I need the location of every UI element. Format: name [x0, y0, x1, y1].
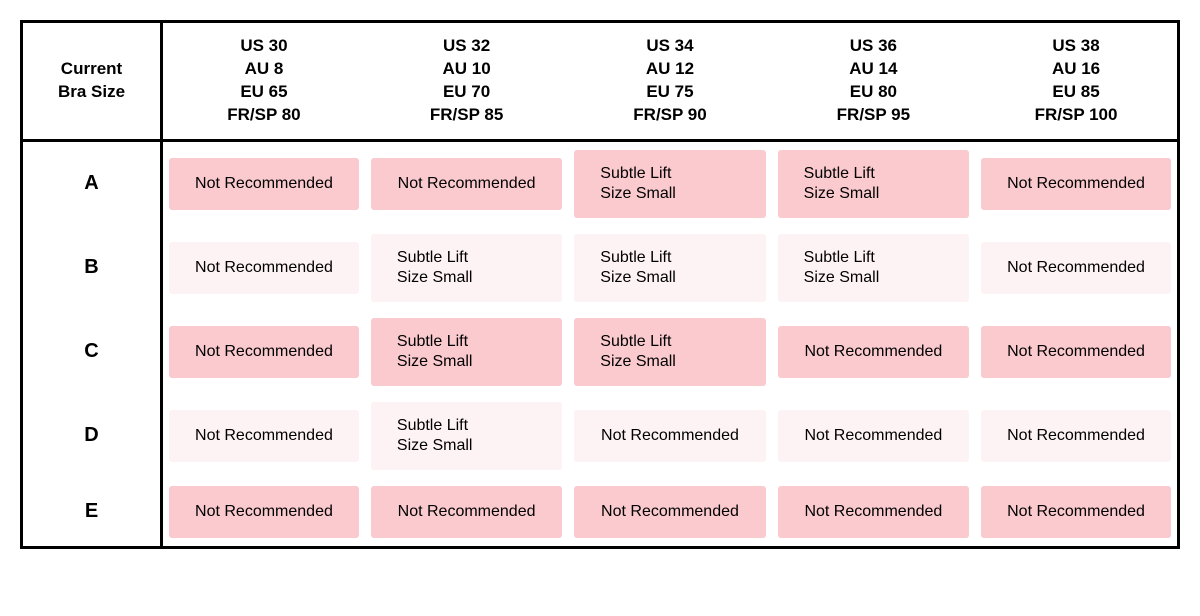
- cell-content: Not Recommended: [371, 486, 562, 538]
- row-label: A: [22, 140, 162, 226]
- cell: Subtle LiftSize Small: [365, 226, 568, 310]
- cell: Not Recommended: [975, 140, 1178, 226]
- cell: Subtle LiftSize Small: [365, 310, 568, 394]
- cell: Not Recommended: [162, 310, 365, 394]
- row-label: D: [22, 394, 162, 478]
- cell-content: Not Recommended: [778, 410, 969, 462]
- cell-content: Not Recommended: [371, 158, 562, 210]
- cell-content: Subtle LiftSize Small: [371, 234, 562, 302]
- cell: Not Recommended: [975, 394, 1178, 478]
- header-col-3: US 36AU 14EU 80FR/SP 95: [772, 22, 975, 141]
- table-row: ENot RecommendedNot RecommendedNot Recom…: [22, 478, 1179, 548]
- cell: Not Recommended: [975, 226, 1178, 310]
- table-body: ANot RecommendedNot RecommendedSubtle Li…: [22, 140, 1179, 547]
- cell-content: Subtle LiftSize Small: [574, 318, 765, 386]
- cell-content: Subtle LiftSize Small: [778, 150, 969, 218]
- cell: Not Recommended: [162, 140, 365, 226]
- cell-content: Not Recommended: [778, 486, 969, 538]
- cell-content: Not Recommended: [574, 410, 765, 462]
- cell: Not Recommended: [772, 478, 975, 548]
- cell: Subtle LiftSize Small: [568, 226, 771, 310]
- cell: Subtle LiftSize Small: [568, 140, 771, 226]
- cell: Not Recommended: [772, 394, 975, 478]
- cell-content: Not Recommended: [981, 326, 1171, 378]
- cell-content: Subtle LiftSize Small: [574, 234, 765, 302]
- header-col-2: US 34AU 12EU 75FR/SP 90: [568, 22, 771, 141]
- header-row: CurrentBra Size US 30AU 8EU 65FR/SP 80 U…: [22, 22, 1179, 141]
- table-row: ANot RecommendedNot RecommendedSubtle Li…: [22, 140, 1179, 226]
- size-chart-table: CurrentBra Size US 30AU 8EU 65FR/SP 80 U…: [20, 20, 1180, 549]
- cell: Not Recommended: [772, 310, 975, 394]
- cell-content: Not Recommended: [574, 486, 765, 538]
- cell-content: Not Recommended: [169, 326, 359, 378]
- cell-content: Subtle LiftSize Small: [574, 150, 765, 218]
- header-col-4: US 38AU 16EU 85FR/SP 100: [975, 22, 1178, 141]
- cell: Not Recommended: [365, 140, 568, 226]
- cell: Not Recommended: [568, 478, 771, 548]
- table-row: BNot RecommendedSubtle LiftSize SmallSub…: [22, 226, 1179, 310]
- header-rowlabel: CurrentBra Size: [22, 22, 162, 141]
- cell-content: Not Recommended: [981, 410, 1171, 462]
- cell-content: Not Recommended: [169, 410, 359, 462]
- cell-content: Not Recommended: [169, 242, 359, 294]
- cell-content: Not Recommended: [981, 158, 1171, 210]
- cell-content: Subtle LiftSize Small: [778, 234, 969, 302]
- cell: Not Recommended: [568, 394, 771, 478]
- cell-content: Subtle LiftSize Small: [371, 402, 562, 470]
- cell-content: Not Recommended: [981, 242, 1171, 294]
- cell: Not Recommended: [162, 478, 365, 548]
- cell-content: Not Recommended: [778, 326, 969, 378]
- row-label: B: [22, 226, 162, 310]
- cell-content: Not Recommended: [169, 158, 359, 210]
- cell: Not Recommended: [365, 478, 568, 548]
- cell: Subtle LiftSize Small: [772, 140, 975, 226]
- cell: Subtle LiftSize Small: [365, 394, 568, 478]
- cell-content: Not Recommended: [169, 486, 359, 538]
- header-col-0: US 30AU 8EU 65FR/SP 80: [162, 22, 365, 141]
- cell: Not Recommended: [162, 394, 365, 478]
- cell: Not Recommended: [162, 226, 365, 310]
- cell-content: Not Recommended: [981, 486, 1171, 538]
- table-row: CNot RecommendedSubtle LiftSize SmallSub…: [22, 310, 1179, 394]
- cell: Subtle LiftSize Small: [772, 226, 975, 310]
- cell: Not Recommended: [975, 478, 1178, 548]
- cell: Subtle LiftSize Small: [568, 310, 771, 394]
- row-label: E: [22, 478, 162, 548]
- table-row: DNot RecommendedSubtle LiftSize SmallNot…: [22, 394, 1179, 478]
- cell: Not Recommended: [975, 310, 1178, 394]
- row-label: C: [22, 310, 162, 394]
- header-col-1: US 32AU 10EU 70FR/SP 85: [365, 22, 568, 141]
- cell-content: Subtle LiftSize Small: [371, 318, 562, 386]
